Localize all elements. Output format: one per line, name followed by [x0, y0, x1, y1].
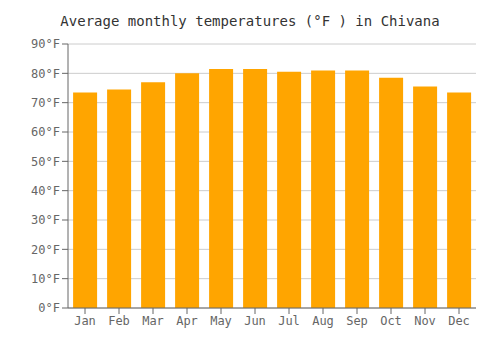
- svg-text:0°F: 0°F: [38, 301, 60, 315]
- svg-text:Jul: Jul: [278, 314, 300, 328]
- svg-text:20°F: 20°F: [31, 243, 60, 257]
- svg-text:10°F: 10°F: [31, 272, 60, 286]
- svg-text:50°F: 50°F: [31, 155, 60, 169]
- svg-text:Apr: Apr: [176, 314, 198, 328]
- svg-text:40°F: 40°F: [31, 184, 60, 198]
- svg-text:Sep: Sep: [346, 314, 368, 328]
- svg-text:Mar: Mar: [142, 314, 164, 328]
- svg-text:30°F: 30°F: [31, 213, 60, 227]
- svg-text:Feb: Feb: [108, 314, 130, 328]
- html-text:Average monthly temperatures (: Average monthly temperatures (°F ) in Ch…: [60, 13, 440, 29]
- svg-text:Oct: Oct: [380, 314, 402, 328]
- svg-text:60°F: 60°F: [31, 125, 60, 139]
- svg-text:80°F: 80°F: [31, 67, 60, 81]
- svg-text:90°F: 90°F: [31, 37, 60, 51]
- svg-text:Jun: Jun: [244, 314, 266, 328]
- svg-text:Nov: Nov: [414, 314, 436, 328]
- svg-text:70°F: 70°F: [31, 96, 60, 110]
- svg-text:Dec: Dec: [448, 314, 470, 328]
- svg-text:Jan: Jan: [74, 314, 96, 328]
- svg-text:Aug: Aug: [312, 314, 334, 328]
- svg-text:May: May: [210, 314, 232, 328]
